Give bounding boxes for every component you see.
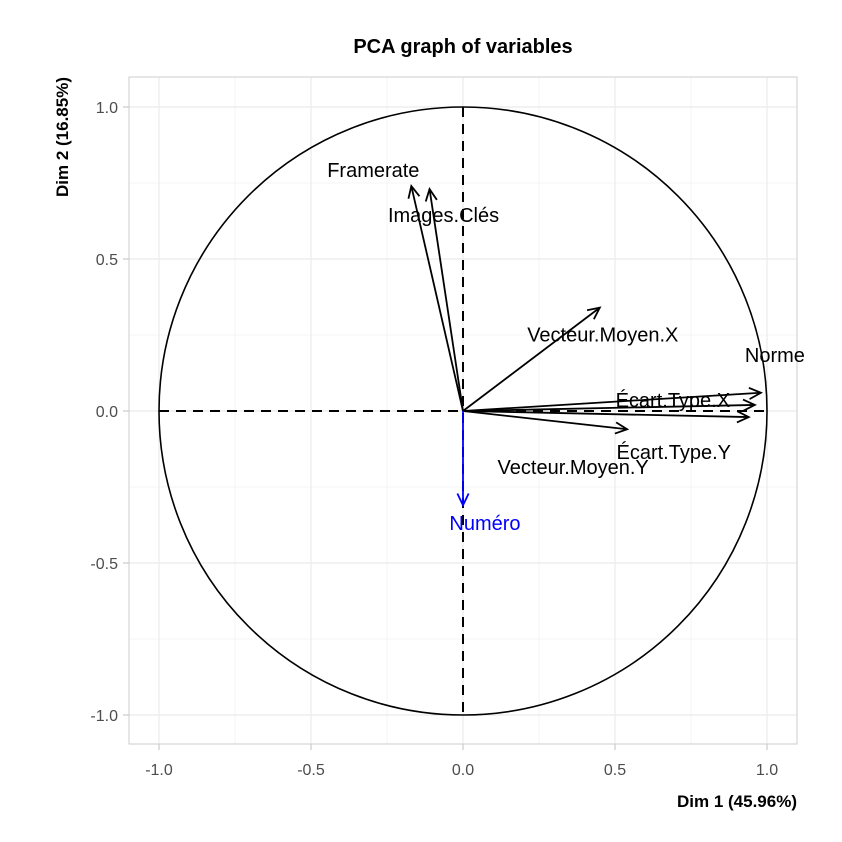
chart-title: PCA graph of variables xyxy=(353,36,572,58)
arrow-images-cl-s xyxy=(424,187,464,412)
arrow-head xyxy=(736,410,751,424)
x-tick-label: 1.0 xyxy=(756,762,778,779)
arrow-head xyxy=(748,387,763,400)
x-tick-label: 0.0 xyxy=(452,762,474,779)
arrow-shaft xyxy=(462,410,628,431)
arrow-vecteur-moyen-x xyxy=(462,306,602,412)
variable-label: Norme xyxy=(745,345,805,367)
y-tick-label: -0.5 xyxy=(90,556,118,573)
arrow-shaft xyxy=(462,391,761,412)
arrow-shaft xyxy=(410,185,464,412)
variable-label: Écart.Type.Y xyxy=(617,441,732,464)
plot-content: Framerate Images.Clés Vecteur.Moyen.X Norme… xyxy=(158,106,805,716)
arrow-shaft xyxy=(462,404,755,412)
arrow-shaft xyxy=(462,306,601,412)
arrow-shaft xyxy=(428,188,464,412)
x-tick-label: -0.5 xyxy=(297,762,325,779)
arrow-head xyxy=(586,306,602,320)
arrow-head xyxy=(456,493,470,508)
arrow-num-ro xyxy=(456,411,470,508)
variable-label: Framerate xyxy=(327,160,419,182)
variable-label: Numéro xyxy=(449,513,520,535)
arrow--cart-type-x xyxy=(462,398,757,412)
x-tick-label: 0.5 xyxy=(604,762,626,779)
y-tick-label: -1.0 xyxy=(90,708,118,725)
axis-ticks: -1.0 -0.5 0.0 0.5 1.0 -1.0 -0.5 0.0 0.5 1.0 xyxy=(90,100,778,779)
variable-label: Vecteur.Moyen.X xyxy=(527,325,678,347)
variable-label: Images.Clés xyxy=(388,205,499,227)
y-tick-label: 0.0 xyxy=(96,404,118,421)
y-axis-title: Dim 2 (16.85%) xyxy=(53,77,72,197)
arrow--cart-type-y xyxy=(462,410,751,424)
arrow-head xyxy=(742,398,757,412)
correlation-circle xyxy=(158,106,768,716)
y-tick-label: 1.0 xyxy=(96,100,118,117)
arrow-head xyxy=(614,421,630,435)
arrow-framerate xyxy=(407,184,464,412)
arrow-vecteur-moyen-y xyxy=(462,410,630,435)
variable-label: Vecteur.Moyen.Y xyxy=(498,457,649,479)
arrow-head xyxy=(424,187,438,202)
x-axis-title: Dim 1 (45.96%) xyxy=(677,792,797,811)
x-tick-label: -1.0 xyxy=(145,762,173,779)
y-tick-label: 0.5 xyxy=(96,252,118,269)
variable-label: Écart.Type.X xyxy=(616,389,731,412)
arrow-head xyxy=(407,184,421,199)
arrow-shaft xyxy=(462,410,749,418)
arrow-norme xyxy=(462,387,763,412)
